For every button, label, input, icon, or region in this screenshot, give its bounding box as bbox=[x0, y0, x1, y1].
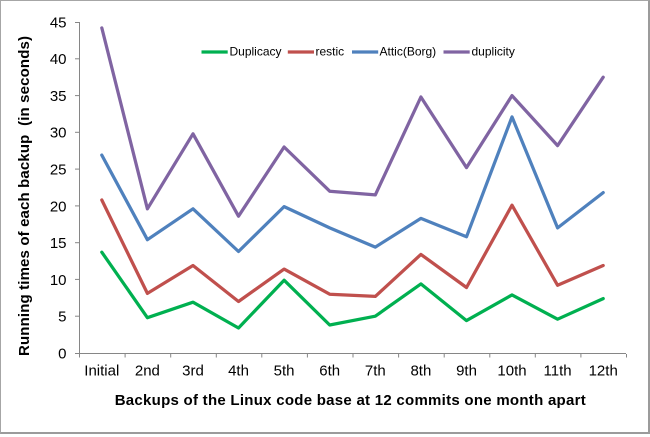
svg-text:30: 30 bbox=[50, 125, 67, 142]
svg-text:3rd: 3rd bbox=[182, 363, 204, 380]
svg-text:restic: restic bbox=[316, 45, 345, 59]
svg-text:9th: 9th bbox=[456, 363, 477, 380]
svg-text:Duplicacy: Duplicacy bbox=[230, 45, 282, 59]
svg-text:0: 0 bbox=[58, 345, 66, 362]
svg-text:Attic(Borg): Attic(Borg) bbox=[380, 45, 437, 59]
svg-text:11th: 11th bbox=[544, 363, 572, 380]
svg-text:40: 40 bbox=[50, 51, 67, 68]
svg-text:2nd: 2nd bbox=[135, 363, 160, 380]
svg-text:8th: 8th bbox=[410, 363, 431, 380]
svg-text:6th: 6th bbox=[319, 363, 340, 380]
svg-text:35: 35 bbox=[50, 88, 67, 105]
svg-text:Initial: Initial bbox=[84, 363, 119, 380]
svg-text:25: 25 bbox=[50, 162, 67, 179]
svg-text:7th: 7th bbox=[365, 363, 386, 380]
svg-text:10th: 10th bbox=[497, 363, 526, 380]
svg-text:10: 10 bbox=[50, 272, 67, 289]
svg-text:15: 15 bbox=[50, 235, 67, 252]
svg-text:20: 20 bbox=[50, 198, 67, 215]
svg-text:5th: 5th bbox=[274, 363, 295, 380]
svg-text:Backups of the Linux code base: Backups of the Linux code base at 12 com… bbox=[115, 392, 586, 409]
svg-text:5: 5 bbox=[58, 309, 66, 326]
svg-text:Running times of each backup: Running times of each backup (in seconds… bbox=[16, 36, 33, 356]
svg-text:duplicity: duplicity bbox=[472, 45, 515, 59]
svg-text:45: 45 bbox=[50, 14, 67, 31]
svg-text:12th: 12th bbox=[589, 363, 618, 380]
svg-text:4th: 4th bbox=[228, 363, 249, 380]
